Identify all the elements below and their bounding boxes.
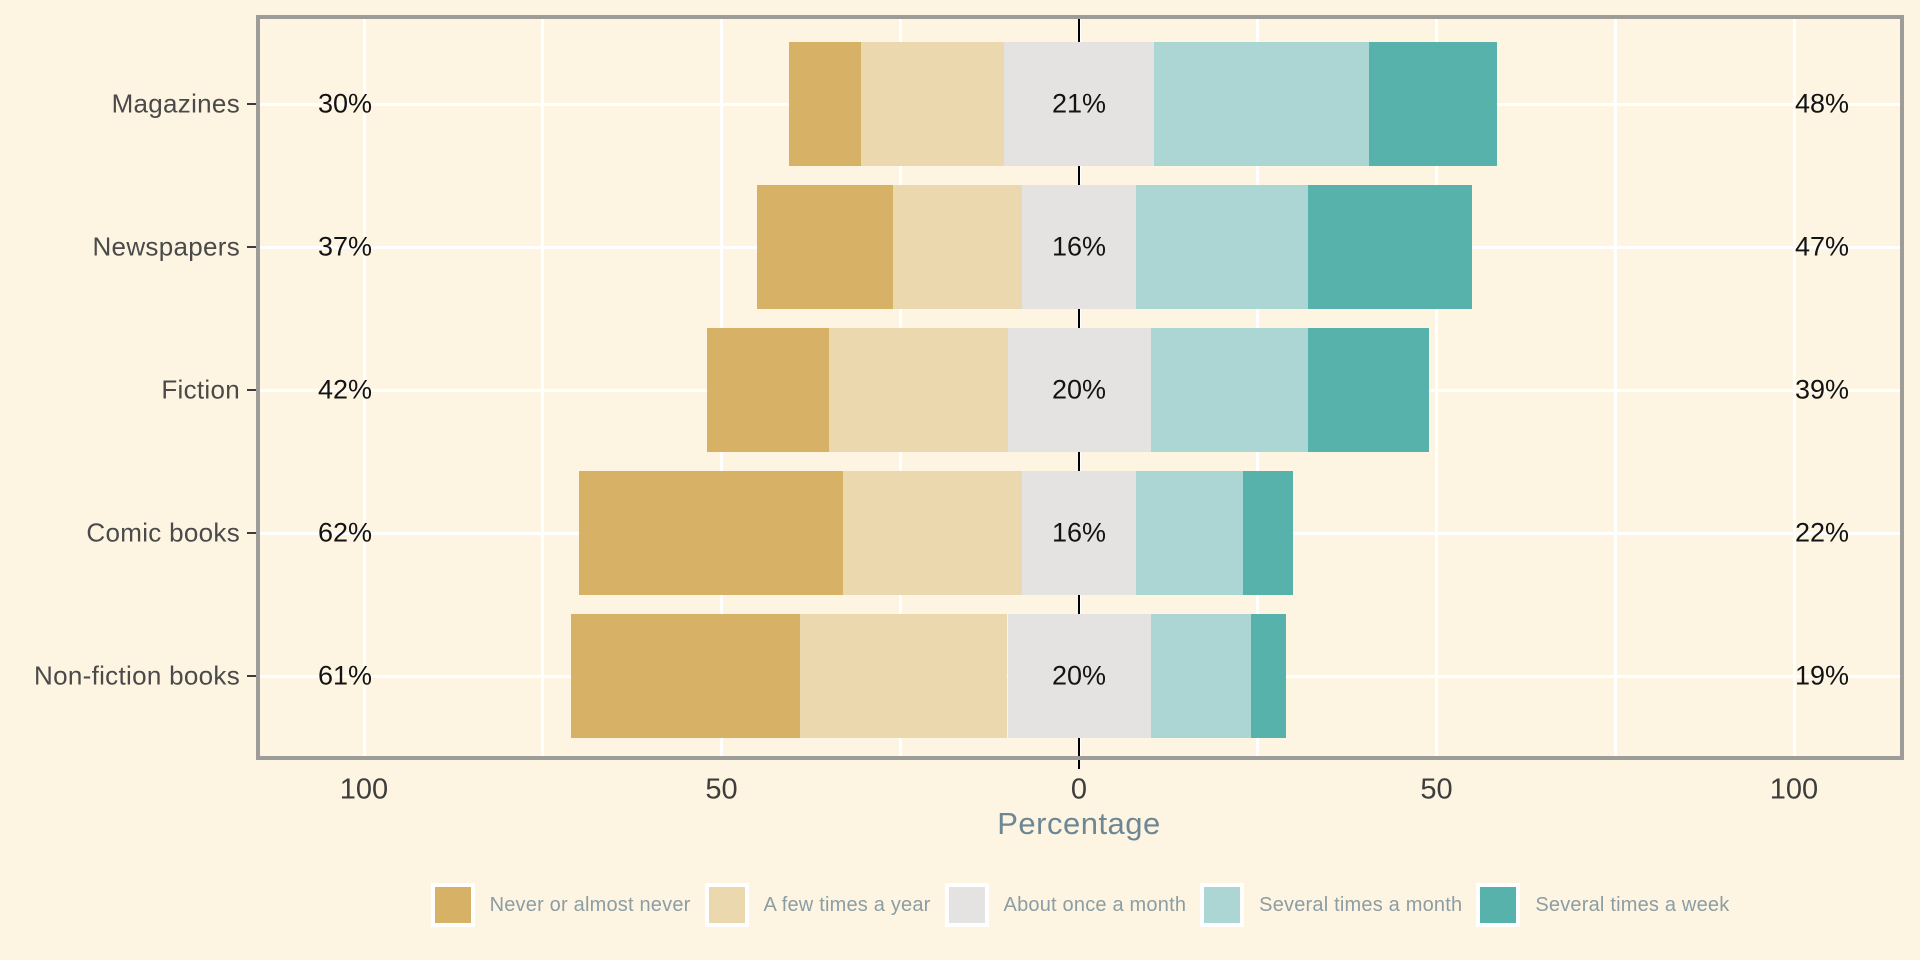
bar-center-label: 16% xyxy=(1051,231,1107,262)
x-tick-label: 50 xyxy=(705,773,738,806)
bar-segment xyxy=(800,614,1008,738)
legend-item: Never or almost never xyxy=(430,883,691,927)
bar-segment xyxy=(1250,614,1287,738)
bar-segment xyxy=(1154,42,1369,166)
bar-center-label: 21% xyxy=(1051,88,1107,119)
x-tick-label: 100 xyxy=(1769,773,1819,806)
x-tick-label: 0 xyxy=(1070,773,1088,806)
bar-row xyxy=(260,42,1900,166)
bar-segment xyxy=(1243,471,1294,595)
bar-segment xyxy=(1003,42,1155,166)
bar-segment xyxy=(828,328,1008,452)
bar-left-total-label: 62% xyxy=(317,517,373,548)
category-label: Fiction xyxy=(161,374,240,405)
bar-segment xyxy=(1150,328,1308,452)
bar-right-total-label: 22% xyxy=(1794,517,1850,548)
bar-row xyxy=(260,471,1900,595)
legend: Never or almost never A few times a year A… xyxy=(256,880,1904,930)
x-tick-label: 100 xyxy=(339,773,389,806)
category-label: Non-fiction books xyxy=(34,660,240,691)
legend-label: Several times a month xyxy=(1259,893,1463,916)
legend-swatch xyxy=(1200,883,1245,927)
legend-swatch xyxy=(1476,883,1521,927)
bar-segment xyxy=(843,471,1022,595)
bar-segment xyxy=(757,185,894,309)
bar-right-total-label: 19% xyxy=(1794,660,1850,691)
legend-swatch xyxy=(704,883,749,927)
bar-segment xyxy=(1307,328,1430,452)
bar-center-label: 20% xyxy=(1051,374,1107,405)
gridline-vertical xyxy=(541,19,545,756)
bar-row xyxy=(260,614,1900,738)
legend-item: A few times a year xyxy=(704,883,931,927)
bar-segment xyxy=(1307,185,1473,309)
legend-label: Several times a week xyxy=(1535,893,1730,916)
bar-segment xyxy=(571,614,801,738)
gridline-vertical xyxy=(362,19,366,756)
category-label: Magazines xyxy=(111,88,240,119)
bar-row xyxy=(260,185,1900,309)
legend-label: About once a month xyxy=(1003,893,1187,916)
bar-segment xyxy=(789,42,861,166)
legend-item: Several times a week xyxy=(1476,883,1729,927)
legend-item: About once a month xyxy=(944,883,1187,927)
bar-left-total-label: 61% xyxy=(317,660,373,691)
bar-segment xyxy=(860,42,1004,166)
category-axis-tick xyxy=(247,246,256,248)
bar-left-total-label: 30% xyxy=(317,88,373,119)
gridline-vertical xyxy=(1792,19,1796,756)
legend-label: A few times a year xyxy=(763,893,931,916)
bar-segment xyxy=(893,185,1022,309)
x-tick-label: 50 xyxy=(1420,773,1453,806)
bar-right-total-label: 48% xyxy=(1794,88,1850,119)
bar-center-label: 20% xyxy=(1051,660,1107,691)
bar-segment xyxy=(1021,471,1137,595)
category-axis-tick xyxy=(247,675,256,677)
legend-item: Several times a month xyxy=(1200,883,1462,927)
bar-segment xyxy=(1136,185,1308,309)
category-axis-tick xyxy=(247,389,256,391)
bar-right-total-label: 47% xyxy=(1794,231,1850,262)
category-label: Comic books xyxy=(86,517,240,548)
bar-segment xyxy=(1021,185,1137,309)
legend-swatch xyxy=(944,883,989,927)
bar-center-label: 16% xyxy=(1051,517,1107,548)
x-axis-zero-tick xyxy=(1078,760,1080,769)
bar-segment xyxy=(578,471,844,595)
gridline-vertical xyxy=(1613,19,1617,756)
bar-segment xyxy=(707,328,829,452)
bar-row xyxy=(260,328,1900,452)
category-axis-tick xyxy=(247,532,256,534)
bar-segment xyxy=(1007,328,1151,452)
bar-segment xyxy=(1150,614,1251,738)
bar-segment xyxy=(1368,42,1498,166)
bar-left-total-label: 42% xyxy=(317,374,373,405)
gridline-vertical xyxy=(1435,19,1438,756)
legend-swatch xyxy=(430,883,475,927)
category-axis-tick xyxy=(247,103,256,105)
bar-segment xyxy=(1007,614,1151,738)
x-axis-title: Percentage xyxy=(997,806,1161,841)
bar-right-total-label: 39% xyxy=(1794,374,1850,405)
legend-label: Never or almost never xyxy=(489,893,691,916)
category-label: Newspapers xyxy=(92,231,240,262)
bar-segment xyxy=(1136,471,1244,595)
plot-area: 30% 21% 48% 37% 16% 47% 42% 20% 39% 62% 16% 22% 61% 2… xyxy=(256,15,1904,760)
bar-left-total-label: 37% xyxy=(317,231,373,262)
